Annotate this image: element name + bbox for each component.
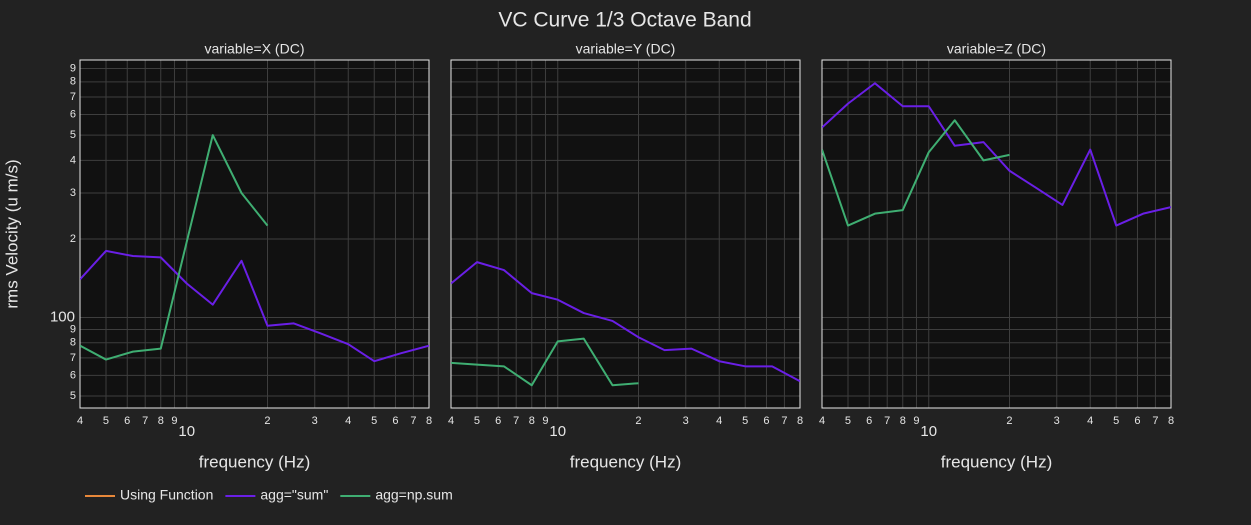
x-tick-label: 4 [345, 415, 351, 427]
x-tick-label: 5 [1113, 415, 1119, 427]
x-tick-label: 7 [781, 415, 787, 427]
x-tick-label: 5 [845, 415, 851, 427]
x-tick-label: 8 [1168, 415, 1174, 427]
line-series [451, 337, 639, 387]
y-tick-label: 6 [70, 369, 76, 381]
plot-border [450, 59, 801, 409]
x-tick-label: 6 [1134, 415, 1140, 427]
x-tick-label: 3 [683, 415, 689, 427]
x-tick-label: 6 [763, 415, 769, 427]
y-tick-label: 2 [70, 233, 76, 245]
x-axis-label: frequency (Hz) [941, 452, 1052, 471]
line-series [822, 82, 1171, 227]
x-tick-label: 10 [549, 423, 566, 440]
plot-area [822, 60, 1171, 408]
x-tick-label: 6 [392, 415, 398, 427]
x-tick-label: 3 [1054, 415, 1060, 427]
x-tick-label: 4 [1087, 415, 1093, 427]
x-tick-label: 2 [264, 415, 270, 427]
x-tick-label: 8 [426, 415, 432, 427]
legend-label: agg=np.sum [375, 487, 452, 503]
x-tick-label: 7 [142, 415, 148, 427]
y-axis-label: rms Velocity (u m/s) [2, 159, 21, 308]
legend-label: Using Function [120, 487, 213, 503]
y-tick-label: 5 [70, 390, 76, 402]
line-series [822, 119, 1010, 227]
x-tick-label: 5 [371, 415, 377, 427]
x-tick-label: 7 [1152, 415, 1158, 427]
y-tick-label: 9 [70, 323, 76, 335]
subplot-title: variable=Y (DC) [576, 41, 676, 57]
x-tick-label: 4 [448, 415, 454, 427]
x-tick-label: 5 [742, 415, 748, 427]
x-axis-label: frequency (Hz) [570, 452, 681, 471]
chart-title: VC Curve 1/3 Octave Band [498, 9, 751, 32]
x-tick-label: 8 [900, 415, 906, 427]
x-tick-label: 9 [542, 415, 548, 427]
x-axis-label: frequency (Hz) [199, 452, 310, 471]
y-tick-label: 6 [70, 108, 76, 120]
x-tick-label: 8 [158, 415, 164, 427]
y-tick-label: 8 [70, 337, 76, 349]
plot-area [80, 60, 429, 408]
x-tick-label: 4 [716, 415, 722, 427]
y-tick-label: 5 [70, 129, 76, 141]
x-tick-label: 10 [178, 423, 195, 440]
x-tick-label: 8 [529, 415, 535, 427]
x-tick-label: 4 [77, 415, 83, 427]
x-tick-label: 5 [474, 415, 480, 427]
x-tick-label: 9 [171, 415, 177, 427]
line-series [80, 134, 269, 361]
plot-border [79, 59, 430, 409]
subplot-title: variable=X (DC) [205, 41, 305, 57]
x-tick-label: 10 [920, 423, 937, 440]
y-tick-label: 3 [70, 187, 76, 199]
plot-border [821, 59, 1172, 409]
y-tick-label: 7 [70, 91, 76, 103]
subplot-title: variable=Z (DC) [947, 41, 1046, 57]
x-tick-label: 6 [866, 415, 872, 427]
x-tick-label: 2 [635, 415, 641, 427]
line-series [451, 261, 800, 383]
line-series [80, 249, 429, 363]
y-tick-label: 100 [50, 308, 75, 325]
x-tick-label: 7 [884, 415, 890, 427]
x-tick-label: 2 [1006, 415, 1012, 427]
y-tick-label: 4 [70, 154, 76, 166]
y-tick-label: 8 [70, 76, 76, 88]
y-tick-label: 9 [70, 62, 76, 74]
x-tick-label: 3 [312, 415, 318, 427]
x-tick-label: 5 [103, 415, 109, 427]
x-tick-label: 6 [495, 415, 501, 427]
y-tick-label: 7 [70, 352, 76, 364]
x-tick-label: 7 [513, 415, 519, 427]
x-tick-label: 8 [797, 415, 803, 427]
x-tick-label: 4 [819, 415, 825, 427]
x-tick-label: 9 [913, 415, 919, 427]
x-tick-label: 7 [410, 415, 416, 427]
plot-area [451, 60, 800, 408]
x-tick-label: 6 [124, 415, 130, 427]
legend-label: agg="sum" [260, 487, 328, 503]
